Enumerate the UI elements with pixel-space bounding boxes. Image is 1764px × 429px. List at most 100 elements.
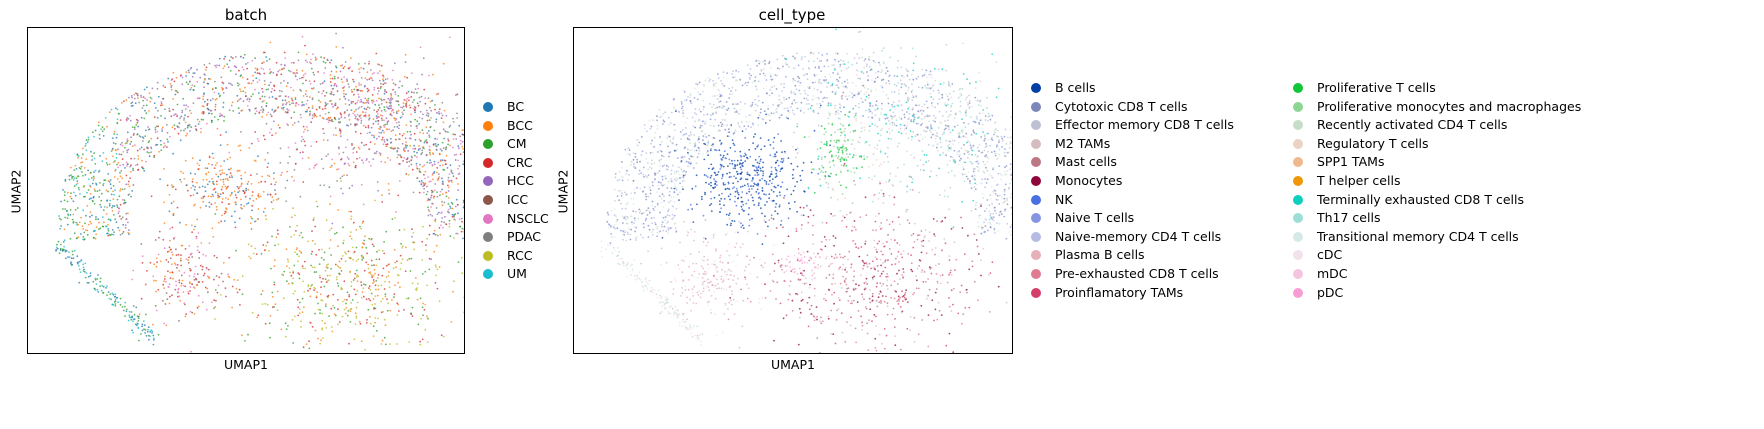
data-point: [984, 155, 987, 158]
data-point: [131, 101, 134, 104]
data-point: [949, 131, 952, 134]
data-point: [921, 86, 924, 89]
data-point: [422, 183, 425, 185]
data-point: [305, 103, 308, 105]
data-point: [225, 187, 228, 190]
data-point: [207, 77, 210, 80]
data-point: [736, 103, 739, 105]
data-point: [447, 203, 450, 205]
data-point: [1009, 168, 1012, 171]
data-point: [347, 158, 350, 160]
data-point: [758, 62, 761, 65]
data-point: [411, 315, 414, 317]
data-point: [976, 183, 978, 186]
data-point: [389, 102, 392, 105]
data-point: [330, 227, 333, 230]
data-point: [285, 103, 287, 106]
data-point: [358, 96, 360, 98]
data-point: [796, 52, 798, 55]
data-point: [656, 202, 659, 205]
data-point: [269, 131, 271, 134]
data-point: [760, 69, 763, 72]
data-point: [845, 95, 847, 98]
data-point: [464, 160, 465, 162]
data-point: [992, 212, 995, 215]
data-point: [75, 237, 78, 240]
data-point: [704, 79, 707, 82]
data-point: [661, 221, 664, 224]
data-point: [678, 111, 680, 113]
data-point: [373, 88, 376, 91]
data-point: [367, 89, 370, 91]
data-point: [626, 215, 629, 218]
data-point: [79, 271, 82, 273]
data-point: [702, 108, 705, 111]
data-point: [318, 107, 321, 109]
data-point: [699, 126, 702, 129]
data-point: [735, 79, 738, 82]
data-point: [315, 296, 318, 299]
data-point: [156, 137, 159, 140]
data-point: [325, 91, 328, 94]
data-point: [211, 163, 214, 166]
data-point: [934, 140, 937, 143]
data-point: [310, 253, 313, 255]
data-point: [357, 146, 360, 149]
data-point: [810, 51, 812, 54]
data-point: [926, 81, 929, 84]
data-point: [368, 272, 370, 274]
data-point: [622, 238, 624, 241]
data-point: [251, 194, 254, 197]
data-point: [130, 318, 133, 321]
data-point: [157, 333, 160, 336]
data-point: [198, 97, 201, 100]
data-point: [328, 100, 331, 102]
data-point: [968, 100, 971, 102]
data-point: [314, 329, 317, 332]
data-point: [335, 231, 338, 234]
data-point: [664, 219, 666, 222]
data-point: [109, 293, 112, 295]
data-point: [428, 257, 431, 260]
data-point: [94, 289, 97, 291]
data-point: [426, 341, 429, 343]
data-point: [846, 79, 849, 81]
data-point: [792, 55, 794, 58]
data-point: [450, 179, 453, 182]
data-point: [146, 270, 148, 272]
data-point: [613, 207, 616, 210]
data-point: [345, 302, 347, 305]
data-point: [317, 337, 319, 340]
data-point: [396, 125, 399, 128]
data-point: [666, 137, 669, 139]
data-point: [320, 339, 322, 342]
data-point: [853, 57, 856, 59]
data-point: [977, 221, 979, 224]
data-point: [149, 100, 151, 103]
data-point: [846, 52, 848, 55]
data-point: [737, 122, 739, 124]
data-point: [707, 77, 710, 79]
data-point: [382, 143, 385, 146]
data-point: [438, 152, 441, 155]
data-point: [276, 290, 279, 293]
data-point: [206, 167, 209, 170]
data-point: [662, 112, 665, 115]
data-point: [416, 120, 419, 123]
data-point: [368, 161, 370, 163]
data-point: [806, 78, 809, 81]
data-point: [672, 138, 674, 140]
data-point: [200, 118, 203, 121]
data-point: [645, 157, 647, 160]
data-point: [175, 280, 177, 283]
data-point: [429, 198, 431, 201]
data-point: [289, 226, 291, 228]
data-point: [358, 147, 361, 150]
data-point: [183, 302, 186, 305]
data-point: [436, 287, 439, 290]
data-point: [183, 271, 186, 274]
data-point: [74, 194, 77, 197]
data-point: [298, 77, 301, 80]
data-point: [385, 117, 388, 120]
data-point: [86, 141, 89, 143]
